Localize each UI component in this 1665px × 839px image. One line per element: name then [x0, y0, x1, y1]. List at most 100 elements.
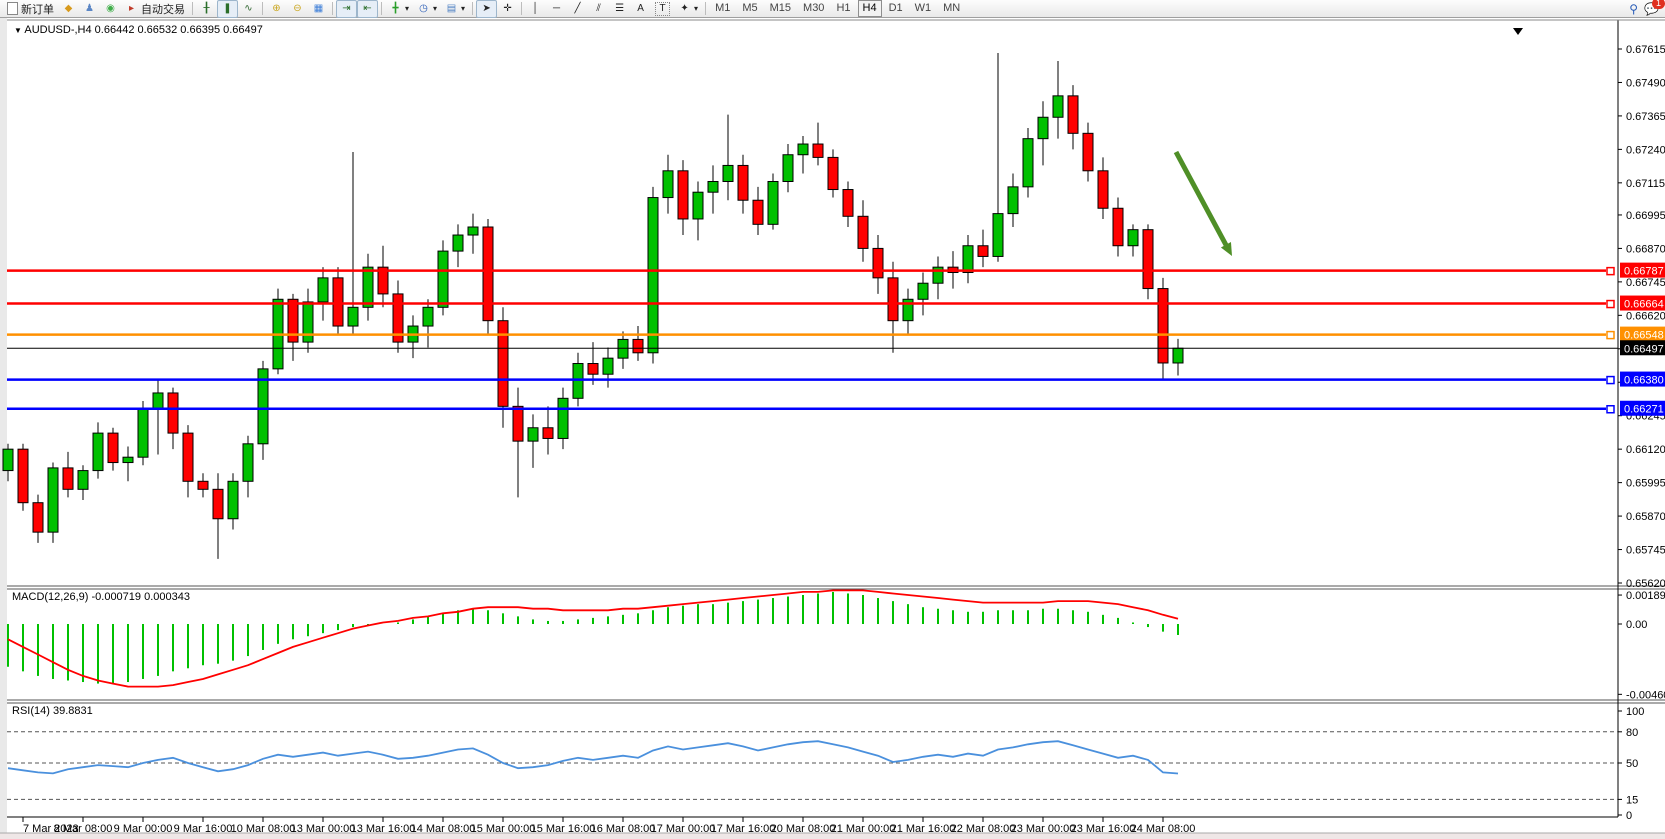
vertical-line-button[interactable]: │ [525, 0, 546, 18]
candle-body[interactable] [1007, 186, 1019, 215]
candle-body[interactable] [77, 470, 89, 490]
candle-body[interactable] [182, 432, 194, 482]
candle-body[interactable] [137, 408, 149, 458]
candle-body[interactable] [1157, 288, 1169, 364]
candle-body[interactable] [872, 247, 884, 279]
candle-body[interactable] [62, 467, 74, 490]
line-endpoint-handle[interactable] [1606, 375, 1615, 385]
candle-body[interactable] [722, 164, 734, 182]
chart-shift-button[interactable]: ⇤ [357, 0, 378, 18]
trend-arrow-annotation[interactable] [1173, 150, 1229, 247]
candle-body[interactable] [317, 277, 329, 303]
candle-body[interactable] [122, 456, 134, 464]
candle-body[interactable] [347, 306, 359, 327]
candle-body[interactable] [572, 363, 584, 399]
candle-body[interactable] [227, 480, 239, 520]
candle-body[interactable] [362, 266, 374, 308]
search-icon[interactable]: ⚲ [1629, 1, 1639, 16]
signals-button[interactable]: ◉ [100, 0, 121, 18]
candle-body[interactable] [1037, 116, 1049, 140]
text-label-button[interactable]: T [651, 0, 674, 18]
candle-body[interactable] [632, 338, 644, 354]
styles-button[interactable]: ◆ [58, 0, 79, 18]
candle-body[interactable] [452, 234, 464, 252]
candle-body[interactable] [1172, 347, 1184, 364]
candle-body[interactable] [842, 189, 854, 217]
candle-body[interactable] [1052, 95, 1064, 118]
candle-body[interactable] [827, 156, 839, 191]
candle-body[interactable] [92, 432, 104, 472]
candle-body[interactable] [752, 199, 764, 225]
candle-body[interactable] [1082, 132, 1094, 172]
candle-body[interactable] [152, 392, 164, 410]
timeframe-mn[interactable]: MN [943, 2, 961, 14]
candle-body[interactable] [677, 170, 689, 220]
candle-body[interactable] [977, 245, 989, 257]
candle-body[interactable] [527, 427, 539, 442]
profile-button[interactable]: ♟ [79, 0, 100, 18]
candle-body[interactable] [467, 226, 479, 236]
auto-scroll-button[interactable]: ⇥ [336, 0, 357, 18]
candle-body[interactable] [1127, 229, 1139, 247]
candle-body[interactable] [587, 363, 599, 375]
candle-body[interactable] [542, 427, 554, 439]
candle-body[interactable] [2, 448, 14, 472]
timeframe-m30[interactable]: M30 [803, 2, 825, 14]
candle-body[interactable] [17, 448, 29, 504]
candle-body[interactable] [797, 143, 809, 156]
timeframe-m5[interactable]: M5 [742, 2, 758, 14]
timeframe-h1[interactable]: H1 [836, 2, 851, 14]
cursor-button[interactable]: ➤ [476, 0, 498, 18]
line-endpoint-handle[interactable] [1606, 330, 1615, 340]
indicators-button[interactable]: ╋ ▾ [385, 0, 413, 18]
tile-windows-button[interactable]: ▦ [308, 0, 329, 18]
periods-button[interactable]: ◷ ▾ [413, 0, 441, 18]
horizontal-line-button[interactable]: ─ [546, 0, 567, 18]
arrows-button[interactable]: ✦ ▾ [674, 0, 702, 18]
candle-body[interactable] [1112, 207, 1124, 247]
auto-trading-button[interactable]: ▸ 自动交易 [121, 0, 189, 18]
candle-body[interactable] [992, 213, 1004, 257]
timeframe-d1[interactable]: D1 [888, 2, 903, 14]
candle-body[interactable] [617, 338, 629, 359]
candle-body[interactable] [197, 480, 209, 490]
candle-body[interactable] [512, 405, 524, 442]
zoom-out-button[interactable]: ⊖ [287, 0, 308, 18]
new-order-button[interactable]: 新订单 [3, 0, 58, 18]
templates-button[interactable]: ▤ ▾ [441, 0, 469, 18]
candle-body[interactable] [812, 143, 824, 158]
channel-button[interactable]: ⫽ [588, 0, 609, 18]
candle-body[interactable] [647, 197, 659, 354]
crosshair-button[interactable]: ✛ [497, 0, 518, 18]
line-endpoint-handle[interactable] [1606, 299, 1615, 309]
timeframe-m15[interactable]: M15 [769, 2, 792, 14]
line-endpoint-handle[interactable] [1606, 266, 1615, 276]
candle-body[interactable] [962, 245, 974, 274]
candle-body[interactable] [737, 164, 749, 201]
chart-shift-marker-icon[interactable] [1513, 28, 1523, 35]
timeframe-w1[interactable]: W1 [914, 2, 932, 14]
candle-body[interactable] [707, 180, 719, 193]
candle-body[interactable] [1067, 95, 1079, 134]
candle-body[interactable] [497, 320, 509, 407]
candle-body[interactable] [257, 368, 269, 445]
line-endpoint-handle[interactable] [1606, 404, 1615, 414]
line-chart-button[interactable]: ∿ [238, 0, 259, 18]
zoom-in-button[interactable]: ⊕ [266, 0, 287, 18]
bar-chart-button[interactable]: ╂ [196, 0, 217, 18]
candle-body[interactable] [377, 266, 389, 295]
chart-collapse-icon[interactable]: ▼ [14, 26, 22, 35]
candle-body[interactable] [782, 154, 794, 182]
notifications-button[interactable]: 💬 1 [1644, 0, 1665, 16]
timeframe-h4[interactable]: H4 [857, 0, 882, 17]
candle-body[interactable] [557, 397, 569, 439]
candle-body[interactable] [932, 266, 944, 284]
timeframe-m1[interactable]: M1 [715, 2, 731, 14]
candle-body[interactable] [917, 282, 929, 300]
candle-body[interactable] [602, 357, 614, 375]
candle-body[interactable] [437, 250, 449, 308]
candle-body[interactable] [902, 298, 914, 322]
candle-body[interactable] [32, 502, 44, 533]
candle-body[interactable] [422, 306, 434, 327]
